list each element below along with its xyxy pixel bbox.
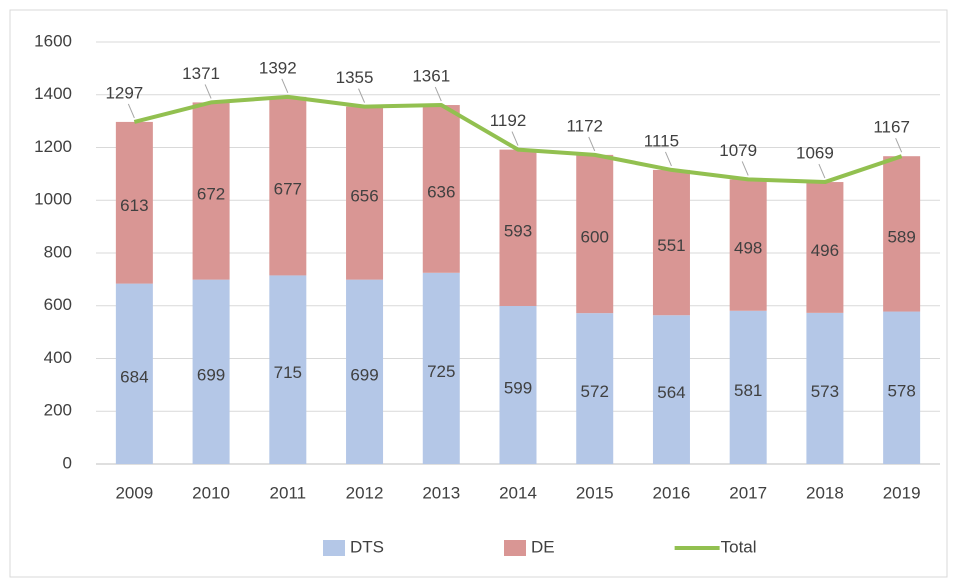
- data-label: 498: [734, 239, 762, 258]
- bar-segment: [576, 313, 614, 464]
- data-label: 684: [120, 367, 148, 386]
- leader-line: [204, 84, 212, 99]
- leader-line: [818, 163, 826, 179]
- x-tick-label: 2012: [346, 483, 384, 502]
- data-label: 1192: [490, 111, 527, 130]
- legend-swatch: [504, 540, 526, 556]
- bar-segment: [115, 283, 153, 464]
- leader-line: [664, 151, 672, 167]
- bar-segment: [883, 156, 921, 312]
- y-tick-label: 800: [44, 242, 72, 261]
- bar-segment: [192, 279, 230, 464]
- data-label: 551: [657, 236, 685, 255]
- leader-line: [741, 161, 749, 176]
- bar-segment: [883, 311, 921, 464]
- data-label: 1079: [719, 141, 757, 160]
- x-tick-label: 2013: [422, 483, 460, 502]
- leader-line: [511, 131, 519, 146]
- data-label: 589: [887, 227, 915, 246]
- bar-segment: [806, 312, 844, 464]
- bar-segment: [499, 306, 537, 464]
- x-tick-label: 2014: [499, 483, 537, 502]
- data-label: 599: [504, 378, 532, 397]
- data-label: 593: [504, 221, 532, 240]
- bar-segment: [192, 102, 230, 280]
- bar-segment: [652, 315, 690, 464]
- legend-swatch: [323, 540, 345, 556]
- legend-label: Total: [721, 537, 757, 556]
- data-label: 656: [350, 187, 378, 206]
- data-label: 613: [120, 196, 148, 215]
- leader-line: [127, 103, 135, 119]
- x-tick-label: 2016: [653, 483, 691, 502]
- x-tick-label: 2009: [115, 483, 153, 502]
- y-tick-label: 1400: [34, 84, 72, 103]
- data-label: 699: [197, 365, 225, 384]
- x-tick-label: 2019: [883, 483, 921, 502]
- x-tick-label: 2017: [729, 483, 767, 502]
- data-label: 1115: [644, 131, 679, 150]
- y-tick-label: 1200: [34, 137, 72, 156]
- data-label: 725: [427, 362, 455, 381]
- leader-line: [281, 78, 289, 94]
- y-tick-label: 200: [44, 401, 72, 420]
- data-label: 699: [350, 365, 378, 384]
- data-label: 1361: [412, 67, 450, 86]
- x-tick-label: 2011: [270, 483, 307, 502]
- data-label: 1167: [873, 118, 910, 137]
- y-tick-label: 400: [44, 348, 72, 367]
- data-label: 1297: [105, 83, 143, 102]
- data-label: 1355: [336, 68, 374, 87]
- y-tick-label: 600: [44, 295, 72, 314]
- data-label: 1371: [182, 64, 220, 83]
- bar-segment: [576, 154, 614, 314]
- data-label: 672: [197, 185, 225, 204]
- bar-segment: [346, 106, 384, 280]
- bar-segment: [652, 169, 690, 316]
- data-label: 572: [581, 382, 609, 401]
- bar-segment: [806, 182, 844, 313]
- bar-segment: [346, 279, 384, 464]
- x-tick-label: 2015: [576, 483, 614, 502]
- x-tick-label: 2010: [192, 483, 230, 502]
- y-tick-label: 1000: [34, 190, 72, 209]
- leader-line: [895, 138, 903, 153]
- data-label: 564: [657, 383, 685, 402]
- y-tick-label: 1600: [34, 31, 72, 50]
- data-label: 1172: [566, 116, 603, 135]
- bar-segment: [499, 149, 537, 307]
- data-label: 496: [811, 241, 839, 260]
- bar-segment: [422, 105, 460, 273]
- legend-label: DTS: [350, 537, 384, 556]
- total-line: [133, 94, 903, 185]
- data-label: 636: [427, 182, 455, 201]
- leader-line: [434, 86, 442, 102]
- bar-segment: [269, 96, 307, 276]
- bar-segment: [729, 179, 767, 311]
- y-tick-label: 0: [63, 453, 72, 472]
- legend-label: DE: [531, 537, 555, 556]
- bar-segment: [115, 121, 153, 284]
- data-label: 715: [274, 363, 302, 382]
- leader-line: [588, 136, 596, 152]
- x-tick-label: 2018: [806, 483, 844, 502]
- data-label: 573: [811, 382, 839, 401]
- data-label: 600: [581, 227, 609, 246]
- data-label: 581: [734, 381, 762, 400]
- data-label: 578: [887, 381, 915, 400]
- bar-segment: [269, 275, 307, 464]
- data-label: 1069: [796, 144, 834, 163]
- chart-frame: [9, 9, 948, 578]
- bar-segment: [729, 310, 767, 464]
- leader-line: [358, 88, 366, 103]
- data-label: 677: [274, 180, 302, 199]
- bar-segment: [422, 272, 460, 464]
- data-label: 1392: [259, 58, 297, 77]
